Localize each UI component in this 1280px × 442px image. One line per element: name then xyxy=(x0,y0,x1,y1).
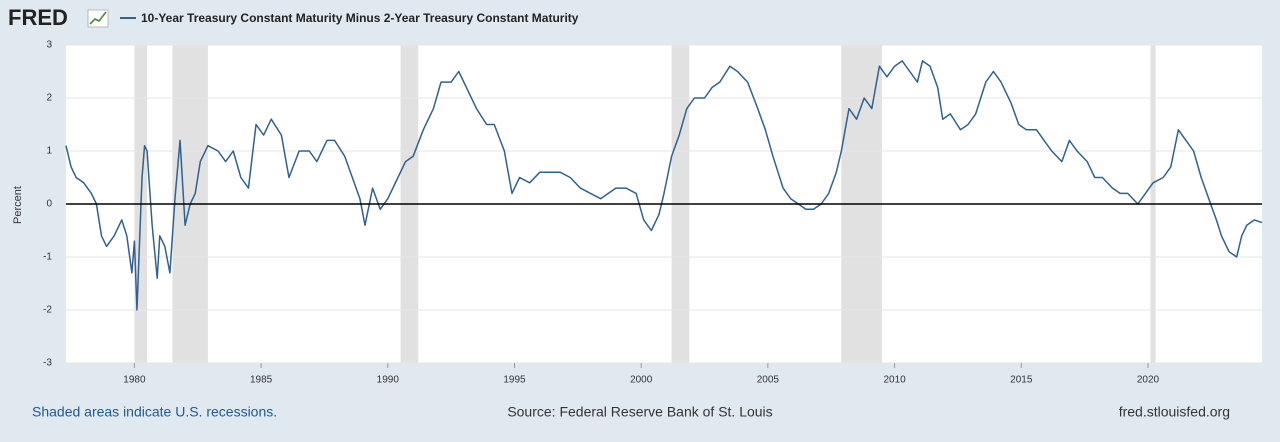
y-tick-label: -1 xyxy=(43,252,52,263)
y-tick-label: -3 xyxy=(43,358,52,369)
y-tick-label: 3 xyxy=(46,40,52,51)
x-tick-label: 1985 xyxy=(250,375,273,386)
series-line xyxy=(65,60,1263,311)
x-tick-label: 2010 xyxy=(883,375,906,386)
y-tick-label: 2 xyxy=(46,93,52,104)
x-tick-label: 1995 xyxy=(503,375,526,386)
y-tick-label: 1 xyxy=(46,146,52,157)
legend-label: 10-Year Treasury Constant Maturity Minus… xyxy=(141,11,579,25)
site-link[interactable]: fred.stlouisfed.org xyxy=(1119,404,1230,420)
x-tick-label: 2015 xyxy=(1010,375,1033,386)
recession-note[interactable]: Shaded areas indicate U.S. recessions. xyxy=(32,404,277,420)
x-tick-label: 2005 xyxy=(757,375,780,386)
x-tick-label: 1980 xyxy=(123,375,146,386)
logo-icon xyxy=(87,9,109,28)
source: Source: Federal Reserve Bank of St. Loui… xyxy=(507,404,772,420)
x-tick-label: 1990 xyxy=(377,375,400,386)
y-tick-label: -2 xyxy=(43,305,52,316)
y-axis-label: Percent xyxy=(12,186,24,224)
logo: FRED xyxy=(8,5,68,30)
x-tick-label: 2020 xyxy=(1137,375,1160,386)
x-tick-label: 2000 xyxy=(630,375,653,386)
y-tick-label: 0 xyxy=(46,199,52,210)
